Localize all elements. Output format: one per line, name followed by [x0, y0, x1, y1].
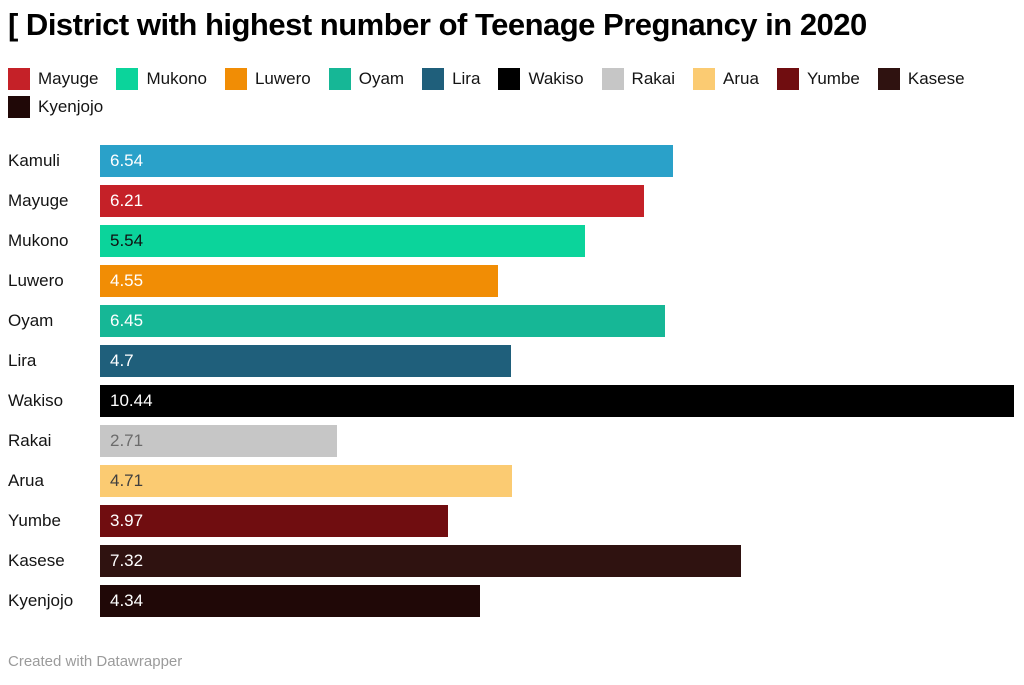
legend-item: Mayuge [8, 68, 98, 90]
bar: 3.97 [100, 505, 448, 537]
legend-swatch-icon [8, 96, 30, 118]
legend-swatch-icon [601, 68, 624, 90]
bar-row: Wakiso 10.44 [0, 385, 1024, 417]
legend-label: Kasese [907, 69, 965, 88]
bar-row: Yumbe 3.97 [0, 505, 1024, 537]
bar-category-label: Yumbe [8, 511, 61, 530]
legend-label: Mayuge [38, 69, 99, 88]
legend-item: Kyenjojo [8, 96, 103, 118]
attribution-text: Created with Datawrapper [8, 653, 183, 670]
legend-label: Kyenjojo [38, 97, 104, 116]
legend-swatch-icon [224, 68, 247, 90]
bar-row: Oyam 6.45 [0, 305, 1024, 337]
legend-swatch-icon [877, 68, 900, 90]
bar-value-label: 4.71 [110, 471, 144, 490]
legend-item: Wakiso [498, 68, 584, 90]
legend-item: Luwero [224, 68, 311, 90]
bar-category-label: Kasese [8, 551, 65, 570]
bar-row: Mukono 5.54 [0, 225, 1024, 257]
bar-row: Kyenjojo 4.34 [0, 585, 1024, 617]
legend-item: Oyam [328, 68, 405, 90]
bar-value-label: 6.54 [110, 151, 144, 170]
bar-category-label: Mayuge [8, 191, 69, 210]
bar-category-label: Rakai [8, 431, 52, 450]
legend-swatch-icon [776, 68, 799, 90]
bar-category-label: Luwero [8, 271, 64, 290]
legend: Mayuge Mukono Luwero Oyam Lira Wakiso Ra… [8, 68, 1016, 118]
bar: 6.21 [100, 185, 644, 217]
bar: 4.71 [100, 465, 512, 497]
legend-swatch-icon [328, 68, 351, 90]
bar-category-label: Oyam [8, 311, 54, 330]
legend-item: Arua [693, 68, 759, 90]
bar: 4.55 [100, 265, 498, 297]
bar-category-label: Arua [8, 471, 44, 490]
bar-category-label: Wakiso [8, 391, 64, 410]
bar-row: Kamuli 6.54 [0, 145, 1024, 177]
legend-item: Mukono [116, 68, 207, 90]
legend-swatch-icon [422, 68, 445, 90]
bar-value-label: 4.34 [110, 591, 144, 610]
bar: 7.32 [100, 545, 741, 577]
bar: 5.54 [100, 225, 585, 257]
bar-row: Mayuge 6.21 [0, 185, 1024, 217]
bar-row: Rakai 2.71 [0, 425, 1024, 457]
bar-value-label: 4.55 [110, 271, 144, 290]
legend-label: Luwero [254, 69, 311, 88]
legend-item: Rakai [601, 68, 676, 90]
legend-label: Yumbe [806, 69, 860, 88]
bar: 6.45 [100, 305, 665, 337]
chart-title: [ District with highest number of Teenag… [8, 7, 867, 42]
legend-label: Mukono [146, 69, 207, 88]
bar-row: Lira 4.7 [0, 345, 1024, 377]
legend-label: Rakai [631, 69, 676, 88]
bar-value-label: 5.54 [110, 231, 144, 250]
bar: 2.71 [100, 425, 337, 457]
bar-category-label: Mukono [8, 231, 69, 250]
bar-category-label: Kyenjojo [8, 591, 74, 610]
bar-value-label: 6.21 [110, 191, 144, 210]
bar-row: Kasese 7.32 [0, 545, 1024, 577]
bar-category-label: Kamuli [8, 151, 60, 170]
bar-value-label: 6.45 [110, 311, 144, 330]
bar-value-label: 7.32 [110, 551, 144, 570]
legend-swatch-icon [498, 68, 521, 90]
bar-row: Luwero 4.55 [0, 265, 1024, 297]
bar-value-label: 10.44 [110, 391, 153, 410]
bar-value-label: 2.71 [110, 431, 144, 450]
legend-item: Yumbe [776, 68, 860, 90]
legend-item: Kasese [877, 68, 965, 90]
legend-label: Wakiso [528, 69, 584, 88]
legend-label: Lira [452, 69, 481, 88]
legend-label: Arua [723, 69, 759, 88]
bar-category-label: Lira [8, 351, 37, 370]
bar: 10.44 [100, 385, 1014, 417]
legend-item: Lira [422, 68, 480, 90]
legend-swatch-icon [116, 68, 139, 90]
bar-row: Arua 4.71 [0, 465, 1024, 497]
legend-label: Oyam [358, 69, 405, 88]
bar: 6.54 [100, 145, 673, 177]
plot-area: Kamuli 6.54 Mayuge 6.21 Mukono 5.54 Luwe… [0, 145, 1024, 625]
legend-swatch-icon [693, 68, 716, 90]
bar: 4.7 [100, 345, 511, 377]
bar-value-label: 3.97 [110, 511, 144, 530]
legend-swatch-icon [8, 68, 30, 90]
bar: 4.34 [100, 585, 480, 617]
bar-value-label: 4.7 [110, 351, 134, 370]
